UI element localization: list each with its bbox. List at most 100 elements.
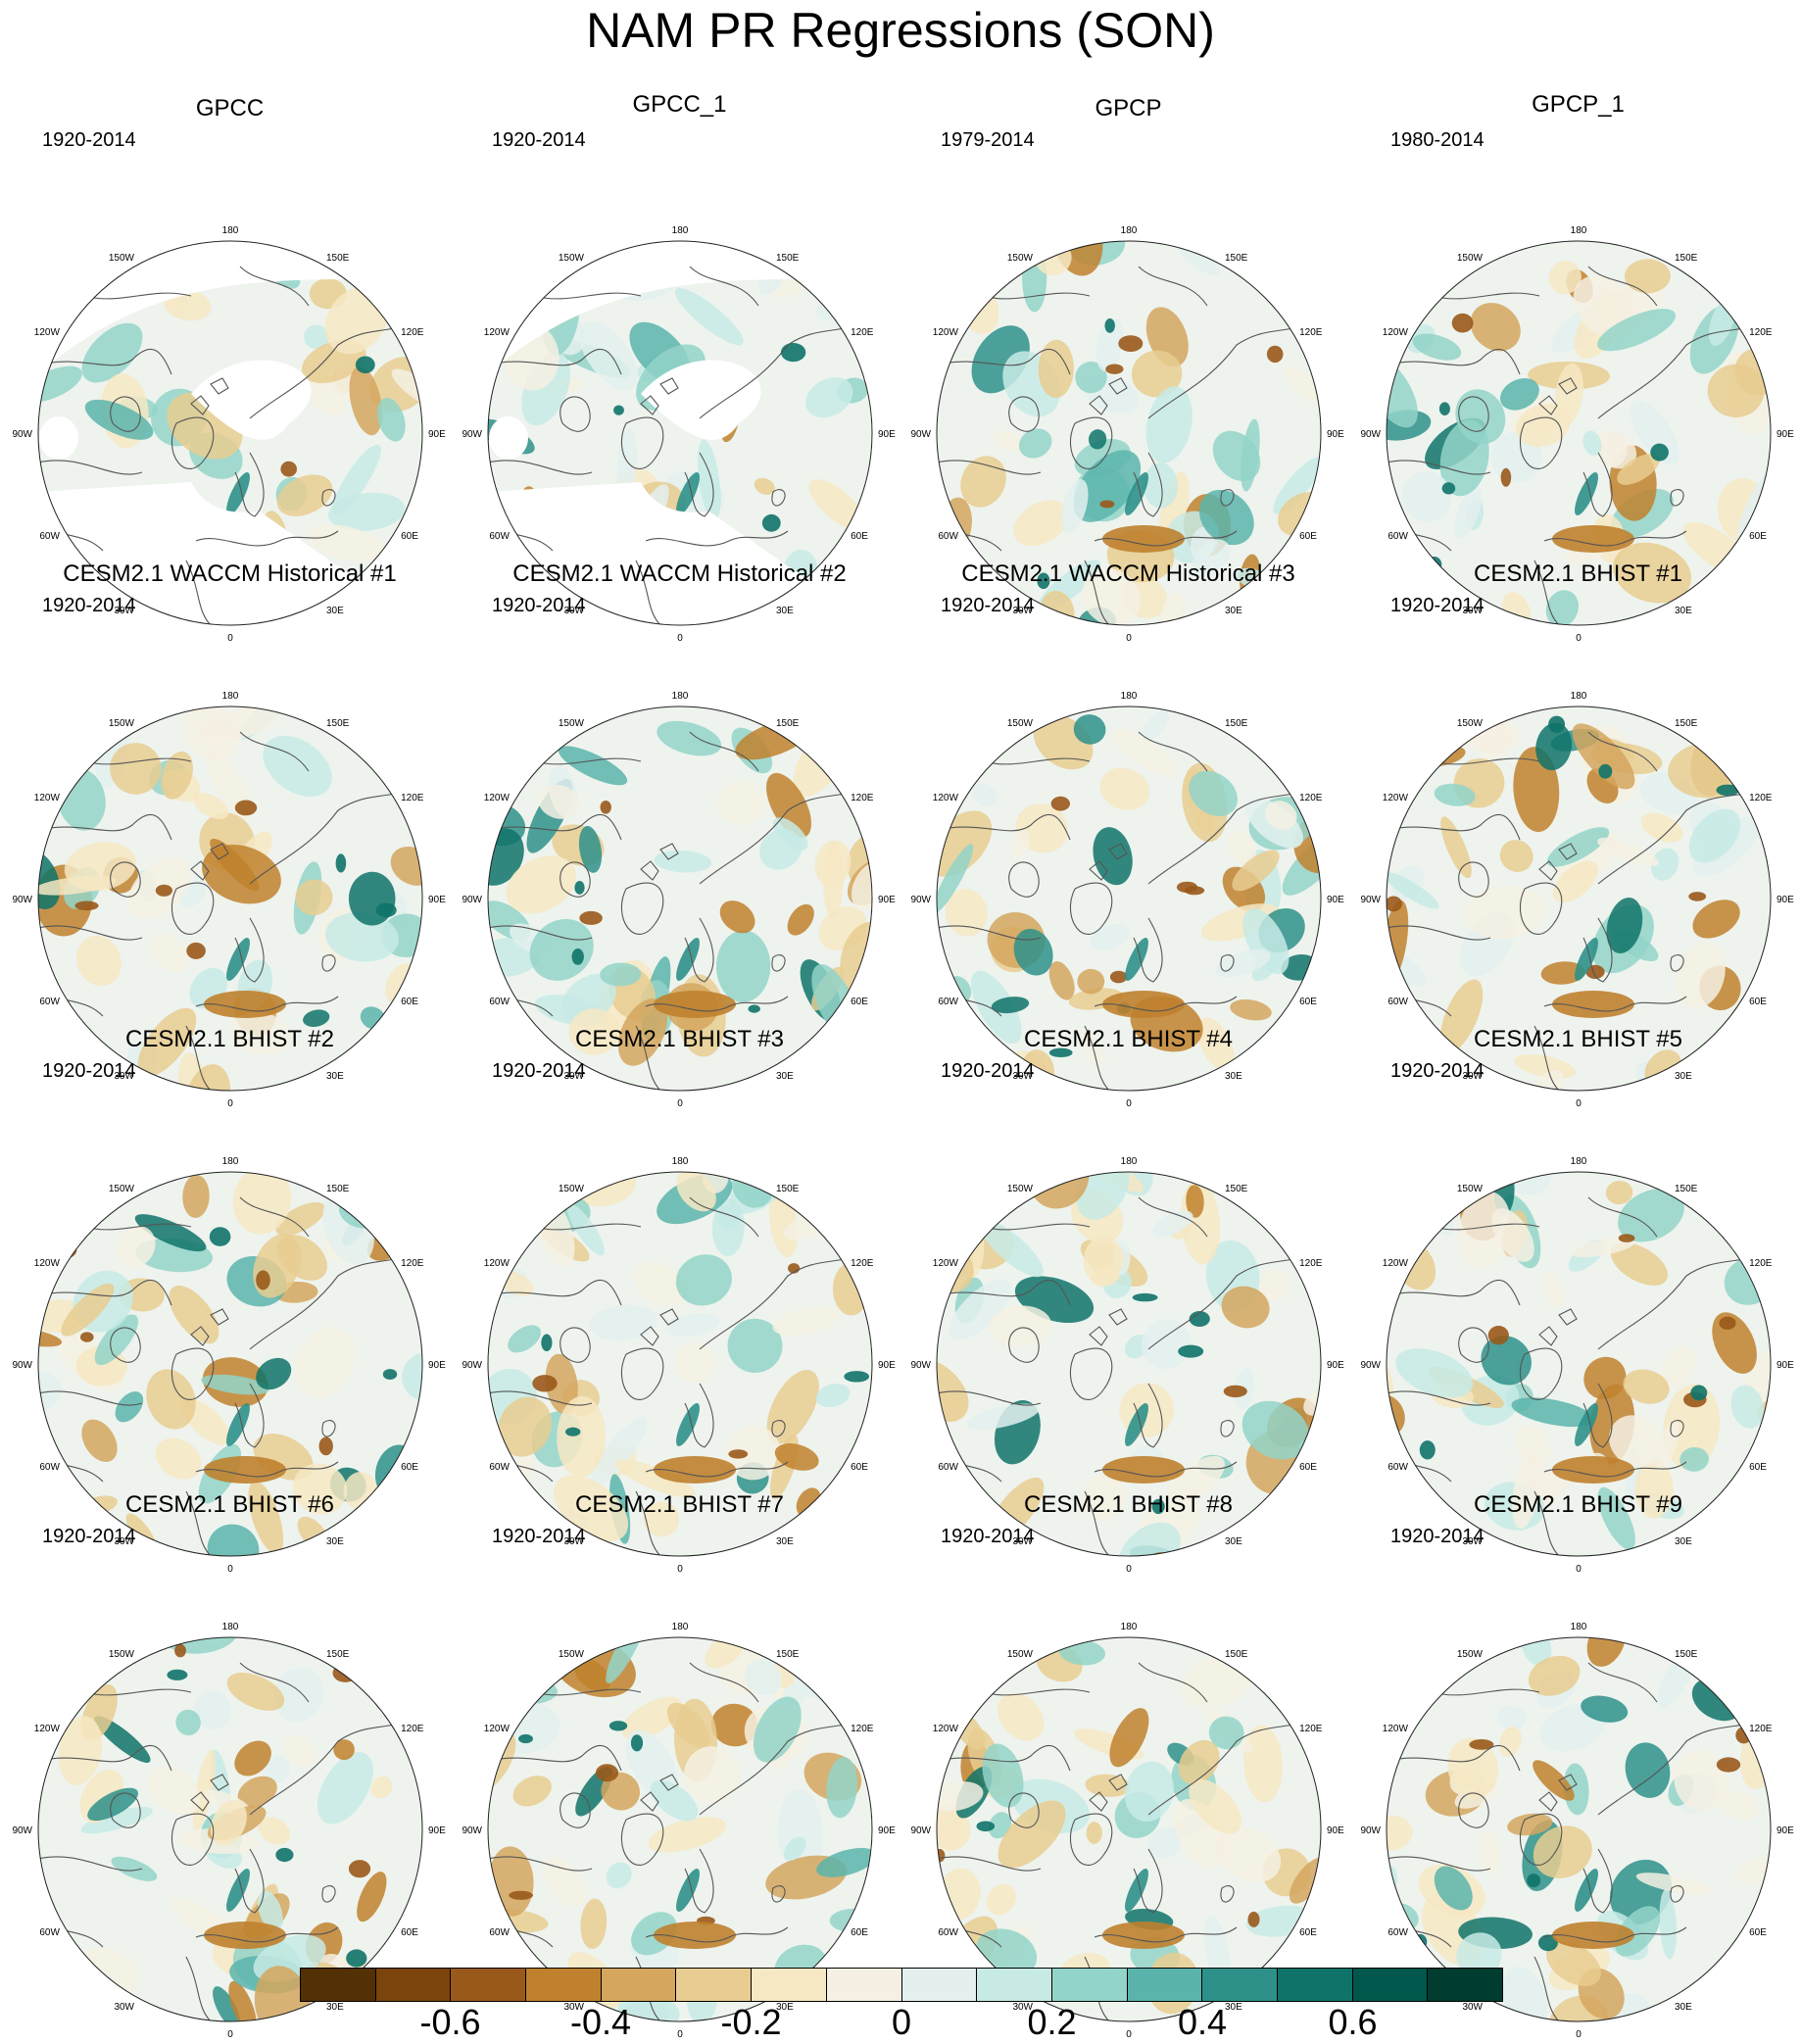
longitude-label: 60E	[1749, 1462, 1767, 1473]
longitude-label: 90W	[12, 895, 32, 905]
polar-map: 180 150E 120E 90E 60E 30E 0 30W 60W 90W 120W 150W	[12, 1156, 446, 1575]
longitude-label: 90W	[462, 429, 482, 440]
longitude-label: 180	[222, 225, 239, 236]
polar-map: 180 150E 120E 90E 60E 30E 0 30W 60W 90W 120W 150W	[1360, 1156, 1794, 1575]
longitude-label: 150E	[1675, 718, 1698, 729]
map-panel: CESM2.1 BHIST #8 1920-2014 180 150E 120E 90E 6…	[903, 1491, 1353, 2040]
panel-period: 1920-2014	[1390, 1060, 1485, 1082]
longitude-label: 60W	[938, 997, 958, 1007]
longitude-label: 150W	[559, 718, 585, 729]
panel-title: CESM2.1 WACCM Historical #3	[961, 560, 1295, 587]
longitude-label: 0	[1126, 633, 1132, 644]
panel-title: CESM2.1 BHIST #7	[575, 1491, 784, 1518]
longitude-label: 60W	[39, 1927, 60, 1938]
polar-map: 180 150E 120E 90E 60E 30E 0 30W 60W 90W 120W 150W	[12, 1622, 446, 2040]
polar-map: 180 150E 120E 90E 60E 30E 0 30W 60W 90W 120W 150W	[462, 1156, 896, 1575]
panel-title: CESM2.1 BHIST #6	[125, 1491, 334, 1518]
panel-title: GPCC	[195, 95, 265, 122]
longitude-label: 0	[227, 633, 233, 644]
longitude-label: 120W	[484, 793, 511, 803]
longitude-label: 120E	[1299, 1258, 1323, 1269]
coastlines	[1387, 1196, 1771, 1556]
panel-title: CESM2.1 WACCM Historical #2	[512, 560, 847, 587]
longitude-label: 60W	[938, 531, 958, 542]
longitude-label: 60W	[1387, 1462, 1408, 1473]
longitude-label: 120W	[484, 327, 511, 338]
colorbar-swatch	[977, 1969, 1052, 2001]
longitude-label: 30W	[1462, 1536, 1483, 1547]
longitude-label: 30W	[563, 1071, 584, 1082]
longitude-label: 30W	[563, 606, 584, 616]
longitude-label: 150E	[1675, 1184, 1698, 1194]
polar-map: 180 150E 120E 90E 60E 30E 0 30W 60W 90W 120W 150W	[462, 691, 896, 1109]
map-panel: CESM2.1 BHIST #4 1920-2014 180 150E 120E 90E 6…	[903, 1026, 1353, 1575]
panel-title: GPCC_1	[632, 91, 727, 118]
panel-period: 1920-2014	[42, 595, 136, 616]
longitude-label: 120E	[401, 1724, 424, 1734]
map-panel: CESM2.1 BHIST #7 1920-2014 180 150E 120E 90E 6…	[455, 1491, 904, 2040]
longitude-label: 120E	[1299, 327, 1323, 338]
longitude-label: 120W	[34, 1724, 61, 1734]
longitude-label: 90E	[878, 429, 896, 440]
longitude-label: 90E	[878, 895, 896, 905]
coastlines	[1387, 266, 1771, 625]
colorbar-swatch	[1127, 1969, 1203, 2001]
longitude-label: 150W	[1007, 718, 1034, 729]
colorbar-swatch	[1051, 1969, 1128, 2001]
longitude-label: 120E	[401, 327, 424, 338]
longitude-label: 150E	[326, 253, 350, 264]
longitude-label: 30E	[326, 2002, 344, 2013]
longitude-label: 0	[677, 2029, 683, 2040]
colorbar-swatch	[1352, 1969, 1429, 2001]
longitude-label: 180	[1121, 225, 1138, 236]
precip-field	[38, 241, 422, 625]
longitude-label: 120W	[34, 1258, 61, 1269]
coastlines	[1387, 731, 1771, 1091]
longitude-label: 150W	[1007, 1184, 1034, 1194]
longitude-label: 30W	[1462, 1071, 1483, 1082]
longitude-label: 180	[1571, 691, 1587, 702]
longitude-label: 120E	[851, 1724, 874, 1734]
longitude-label: 120W	[1383, 793, 1409, 803]
longitude-label: 180	[672, 691, 689, 702]
longitude-label: 150W	[559, 253, 585, 264]
panel-period: 1980-2014	[1390, 129, 1485, 151]
longitude-label: 150E	[776, 718, 800, 729]
longitude-label: 150E	[1225, 718, 1248, 729]
map-panel: CESM2.1 BHIST #6 1920-2014 180 150E 120E 90E 6…	[5, 1491, 455, 2040]
longitude-label: 60E	[1749, 1927, 1767, 1938]
precip-field	[937, 1172, 1321, 1556]
longitude-label: 60E	[401, 997, 418, 1007]
longitude-label: 90E	[428, 895, 446, 905]
panel-period: 1979-2014	[941, 129, 1035, 151]
longitude-label: 30E	[1675, 1536, 1692, 1547]
longitude-label: 120E	[1749, 1258, 1773, 1269]
coastlines	[38, 266, 422, 625]
panel-period: 1920-2014	[941, 1060, 1035, 1082]
longitude-label: 90W	[910, 1825, 931, 1836]
longitude-label: 90W	[12, 1360, 32, 1371]
longitude-label: 150W	[109, 253, 135, 264]
longitude-label: 120W	[484, 1258, 511, 1269]
longitude-label: 150W	[1457, 253, 1484, 264]
longitude-label: 120E	[1749, 793, 1773, 803]
longitude-label: 180	[222, 1622, 239, 1632]
panel-title: GPCP_1	[1532, 91, 1625, 118]
longitude-label: 120E	[851, 793, 874, 803]
colorbar-swatch	[826, 1969, 902, 2001]
longitude-label: 30E	[1675, 1071, 1692, 1082]
longitude-label: 60W	[938, 1927, 958, 1938]
longitude-label: 90W	[1360, 1825, 1381, 1836]
longitude-label: 120W	[933, 793, 959, 803]
longitude-label: 150W	[1457, 718, 1484, 729]
longitude-label: 90E	[1777, 1825, 1794, 1836]
longitude-label: 0	[1126, 1098, 1132, 1109]
panel-title: CESM2.1 BHIST #3	[575, 1026, 784, 1052]
map-panel: CESM2.1 WACCM Historical #3 1920-2014 180 1…	[903, 560, 1353, 1109]
longitude-label: 30E	[776, 606, 794, 616]
longitude-label: 30E	[1675, 606, 1692, 616]
longitude-label: 120W	[1383, 1258, 1409, 1269]
longitude-label: 30E	[326, 1536, 344, 1547]
panel-period: 1920-2014	[941, 595, 1035, 616]
longitude-label: 90E	[1327, 1360, 1344, 1371]
